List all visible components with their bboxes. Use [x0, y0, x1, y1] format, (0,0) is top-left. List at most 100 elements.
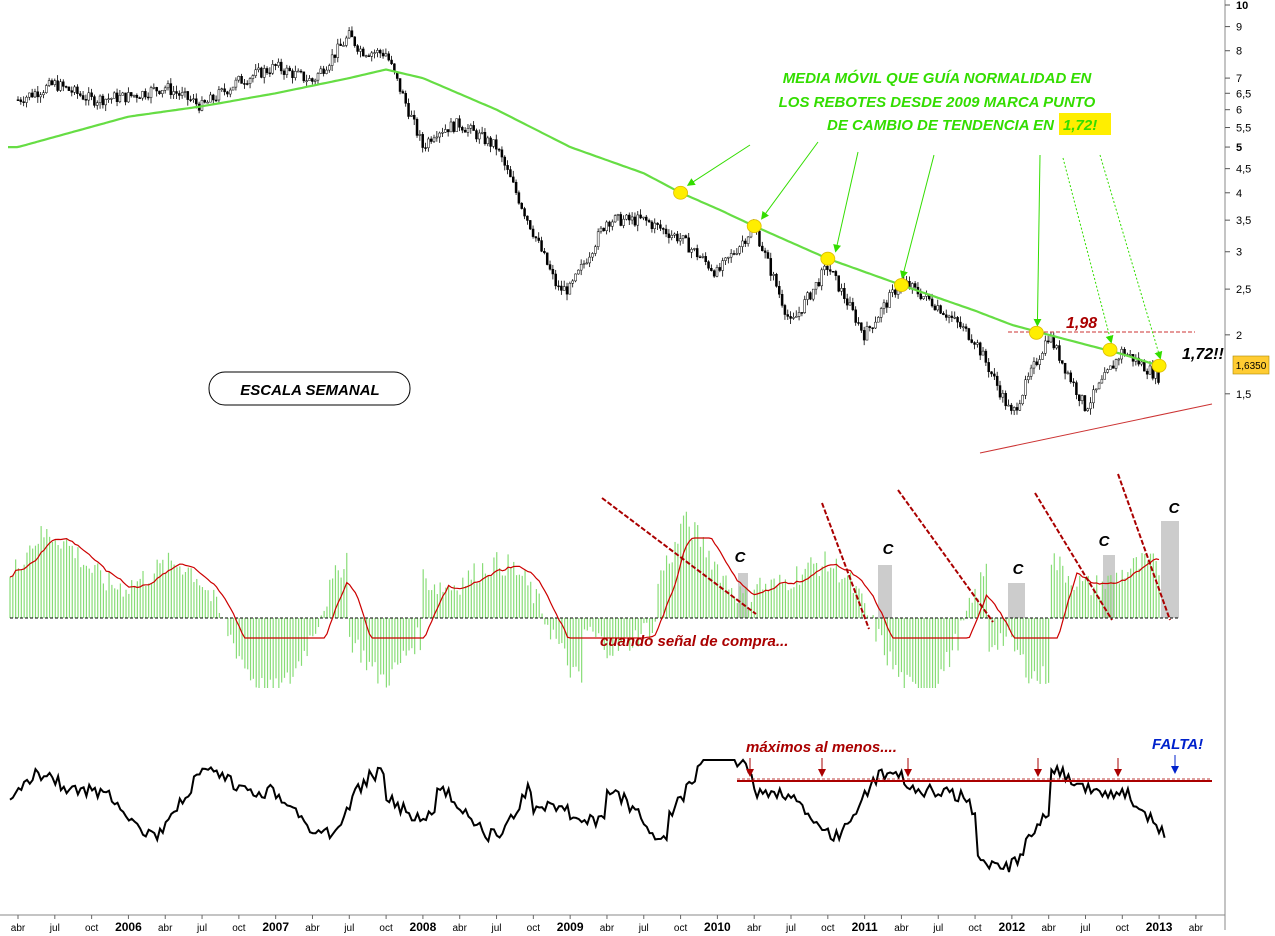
- candle-body: [325, 69, 328, 74]
- candle-body: [840, 288, 843, 292]
- candle-body: [761, 245, 764, 252]
- candle-body: [506, 165, 509, 170]
- candle-body: [843, 288, 846, 299]
- time-tick-label: 2009: [557, 920, 584, 934]
- candle-body: [390, 59, 393, 65]
- candle-body: [107, 98, 110, 100]
- dashed-trendlines: [601, 473, 1171, 630]
- candle-body: [562, 286, 566, 291]
- candle-body: [79, 93, 82, 96]
- candle-body: [1029, 367, 1033, 377]
- candle-body: [579, 264, 583, 271]
- candle-body: [1066, 372, 1070, 375]
- candle-body: [514, 181, 518, 193]
- candle-body: [874, 321, 877, 329]
- candle-body: [254, 69, 257, 76]
- candle-body: [70, 90, 74, 93]
- candle-body: [1137, 357, 1140, 365]
- candle-body: [475, 130, 478, 140]
- candle-body: [112, 92, 116, 99]
- candle-body: [308, 78, 311, 81]
- candle-body: [427, 138, 430, 149]
- candle-body: [1089, 402, 1092, 410]
- candle-body: [868, 326, 872, 328]
- candle-body: [741, 240, 744, 247]
- candle-body: [33, 91, 37, 98]
- ma-note-value: 1,72!: [1063, 117, 1097, 134]
- candle-body: [223, 88, 226, 93]
- buy-signal-box: [1161, 521, 1179, 618]
- candle-body: [47, 80, 51, 86]
- candle-body: [1004, 393, 1007, 407]
- candle-body: [299, 70, 303, 73]
- time-tick-label: oct: [527, 923, 541, 934]
- candle-body: [370, 52, 373, 57]
- candle-body: [279, 61, 283, 72]
- candle-body: [398, 78, 402, 92]
- candle-body: [981, 350, 985, 356]
- candle-body: [987, 362, 990, 373]
- candle-body: [220, 88, 224, 91]
- candle-body: [342, 45, 345, 47]
- candle-body: [676, 233, 679, 242]
- candle-body: [1032, 361, 1036, 369]
- candle-body: [817, 282, 821, 287]
- candle-body: [64, 86, 68, 88]
- candle-body: [656, 222, 659, 225]
- candle-body: [922, 296, 925, 300]
- candle-body: [347, 30, 351, 39]
- candle-body: [1021, 395, 1024, 405]
- candle-body: [22, 101, 25, 103]
- candle-body: [296, 70, 300, 73]
- price-tick-label: 2,5: [1236, 284, 1251, 296]
- candle-body: [410, 114, 413, 117]
- price-tick-label: 5: [1236, 142, 1242, 154]
- last-price-badge: 1,6350: [1232, 355, 1270, 375]
- time-tick-label: jul: [196, 923, 207, 934]
- candle-body: [495, 139, 498, 150]
- candle-body: [98, 95, 102, 103]
- candle-body: [831, 271, 835, 273]
- candle-body: [526, 215, 529, 221]
- time-tick-label: jul: [49, 923, 60, 934]
- candle-body: [336, 43, 340, 58]
- candle-body: [1052, 335, 1056, 349]
- candle-body: [217, 89, 221, 101]
- candle-body: [172, 91, 175, 95]
- price-tick-label: 3: [1236, 247, 1242, 259]
- candle-body: [311, 78, 314, 82]
- candle-body: [891, 289, 894, 293]
- candle-body: [1072, 381, 1075, 384]
- time-tick-label: abr: [747, 923, 762, 934]
- candle-body: [792, 316, 795, 319]
- candle-body: [486, 137, 490, 145]
- candle-body: [602, 227, 606, 231]
- price-tick-label: 9: [1236, 22, 1242, 34]
- candle-body: [684, 235, 688, 239]
- candle-body: [693, 248, 696, 250]
- candle-body: [1148, 365, 1152, 375]
- time-tick-label: 2011: [852, 920, 878, 934]
- candle-body: [800, 312, 804, 314]
- candle-body: [362, 48, 365, 57]
- candle-body: [373, 52, 376, 54]
- candle-body: [611, 221, 614, 227]
- candle-body: [879, 308, 883, 318]
- price-tick-label: 4: [1236, 188, 1242, 200]
- candle-body: [1103, 372, 1106, 380]
- candle-body: [1007, 404, 1010, 407]
- candle-body: [820, 269, 823, 287]
- candle-body: [127, 92, 130, 103]
- candle-body: [1069, 372, 1073, 383]
- candle-body: [497, 148, 501, 151]
- candle-body: [268, 72, 272, 75]
- dashed-trendline: [601, 497, 757, 615]
- candle-body: [492, 139, 495, 147]
- candle-body: [444, 129, 447, 133]
- candle-body: [118, 95, 122, 103]
- candle-body: [661, 228, 665, 230]
- candle-body: [664, 228, 668, 235]
- candle-body: [681, 235, 685, 239]
- candle-body: [178, 93, 181, 96]
- candle-body: [104, 98, 107, 106]
